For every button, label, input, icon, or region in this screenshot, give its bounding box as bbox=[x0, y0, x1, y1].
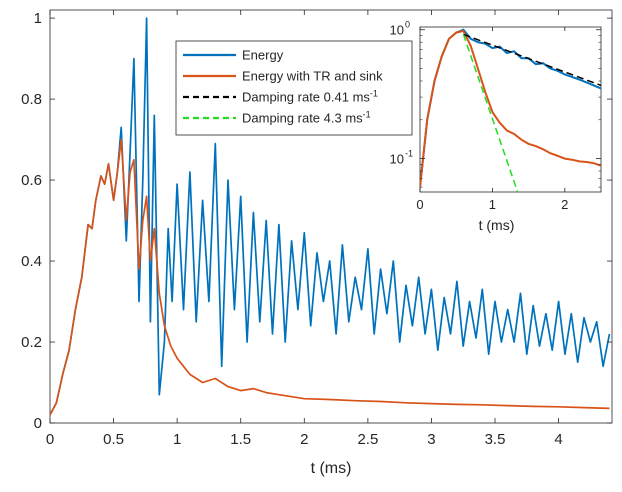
main-y-tick-label: 0.2 bbox=[21, 334, 42, 351]
legend-label-superscript: -1 bbox=[370, 89, 378, 99]
main-series-line-0 bbox=[49, 17, 611, 416]
inset-plot-area bbox=[419, 26, 602, 193]
inset-y-tick-exponent: 0 bbox=[405, 20, 410, 30]
main-x-tick-label: 0.5 bbox=[103, 431, 124, 448]
inset-series-line-1 bbox=[420, 29, 601, 188]
main-x-tick-label: 2.5 bbox=[357, 431, 378, 448]
main-x-axis-label: t (ms) bbox=[311, 460, 352, 477]
inset-x-tick-label: 0 bbox=[416, 197, 423, 212]
legend-label-text: Damping rate 0.41 ms bbox=[242, 90, 370, 105]
inset-y-tick-label: 10 bbox=[390, 23, 404, 38]
main-x-tick-label: 4 bbox=[554, 431, 562, 448]
legend-box bbox=[175, 40, 413, 136]
main-y-tick-label: 0.4 bbox=[21, 253, 42, 270]
inset-x-axis-label: t (ms) bbox=[479, 217, 515, 233]
legend-label: Energy bbox=[242, 48, 284, 63]
legend-label: Energy with TR and sink bbox=[242, 69, 383, 84]
legend-label-text: Damping rate 4.3 ms bbox=[242, 111, 363, 126]
main-x-tick-label: 0 bbox=[46, 431, 54, 448]
main-y-tick-label: 0 bbox=[34, 415, 42, 432]
legend-label-text: Energy with TR and sink bbox=[242, 69, 383, 84]
main-x-tick-label: 1.5 bbox=[230, 431, 251, 448]
legend-label-text: Energy bbox=[242, 48, 284, 63]
inset-y-tick-exponent: -1 bbox=[405, 149, 413, 159]
main-series-line-1 bbox=[49, 138, 610, 416]
main-y-tick-label: 0.6 bbox=[21, 172, 42, 189]
inset-y-tick-label: 10 bbox=[390, 152, 404, 167]
main-x-tick-label: 3 bbox=[427, 431, 435, 448]
main-y-tick-label: 1 bbox=[34, 10, 42, 27]
inset-x-tick-label: 1 bbox=[489, 197, 496, 212]
legend-label-superscript: -1 bbox=[363, 110, 371, 120]
legend-label: Damping rate 0.41 ms-1 bbox=[242, 89, 378, 105]
main-x-tick-label: 1 bbox=[173, 431, 181, 448]
main-x-tick-label: 2 bbox=[300, 431, 308, 448]
inset-series-line-2 bbox=[463, 33, 601, 87]
inset-x-tick-label: 2 bbox=[561, 197, 568, 212]
legend-label: Damping rate 4.3 ms-1 bbox=[242, 110, 371, 126]
main-x-tick-label: 3.5 bbox=[485, 431, 506, 448]
inset-series-line-3 bbox=[462, 34, 519, 192]
main-y-tick-label: 0.8 bbox=[21, 91, 42, 108]
